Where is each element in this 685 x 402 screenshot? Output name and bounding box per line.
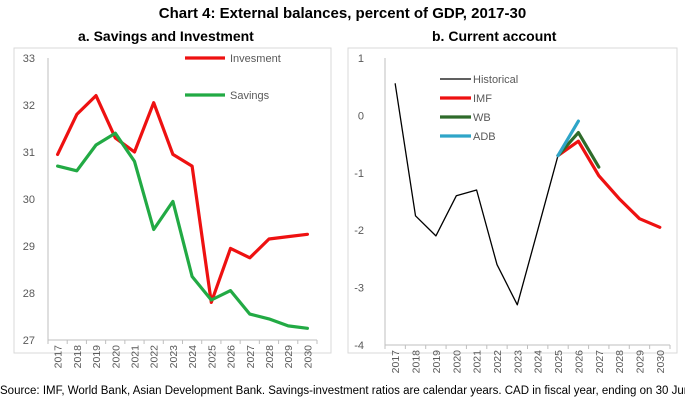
y-tick-label: 32 — [23, 100, 35, 112]
x-tick-label: 2023 — [512, 350, 524, 374]
series-line-invesment — [55, 93, 309, 304]
x-tick-label: 2030 — [302, 345, 314, 369]
legend-label: ADB — [473, 131, 496, 143]
chart-title: Chart 4: External balances, percent of G… — [158, 5, 527, 22]
series-line-savings — [55, 131, 309, 330]
x-tick-label: 2023 — [168, 345, 180, 369]
legend-label: IMF — [473, 93, 492, 105]
source-note: Source: IMF, World Bank, Asian Developme… — [0, 385, 685, 397]
legend-label: Historical — [473, 74, 518, 86]
panel-a: 27 28 29 30 31 32 33 2017 2018 2019 2020 2021 2022 20… — [13, 47, 332, 369]
y-tick-label: 0 — [358, 110, 364, 122]
x-tick-label: 2019 — [91, 345, 103, 369]
panel-b-title: b. Current account — [432, 28, 557, 44]
series-line-adb — [556, 119, 581, 158]
y-tick-label: 31 — [23, 147, 35, 159]
x-tick-label: 2022 — [492, 350, 504, 374]
x-tick-label: 2029 — [283, 345, 295, 369]
x-tick-label: 2026 — [573, 350, 585, 374]
legend-label: WB — [473, 112, 491, 124]
x-tick-label: 2026 — [226, 345, 238, 369]
x-tick-label: 2027 — [245, 345, 257, 369]
y-tick-label: -1 — [354, 168, 364, 180]
panel-a-title: a. Savings and Investment — [78, 28, 254, 44]
x-tick-label: 2025 — [206, 345, 218, 369]
x-tick-label: 2020 — [110, 345, 122, 369]
panel-b: -4 -3 -2 -1 0 1 2017 2018 2019 2020 2021 2022 2023 20… — [347, 47, 678, 374]
series-line-wb — [556, 131, 601, 169]
y-tick-label: 27 — [23, 335, 35, 347]
legend-label: Invesment — [230, 53, 281, 65]
x-tick-label: 2021 — [472, 350, 484, 374]
x-tick-label: 2018 — [411, 350, 423, 374]
y-tick-label: 1 — [358, 53, 364, 65]
x-tick-label: 2029 — [634, 350, 646, 374]
x-tick-label: 2022 — [149, 345, 161, 369]
legend-label: Savings — [230, 90, 270, 102]
x-tick-label: 2030 — [655, 350, 667, 374]
x-tick-label: 2025 — [553, 350, 565, 374]
panel-frame — [347, 47, 678, 354]
y-tick-label: -4 — [354, 340, 364, 352]
y-tick-label: 30 — [23, 194, 35, 206]
series-line-historical — [394, 83, 559, 306]
series-line-imf — [556, 139, 662, 229]
y-tick-label: 33 — [23, 53, 35, 65]
x-tick-label: 2024 — [533, 350, 545, 374]
x-tick-label: 2018 — [72, 345, 84, 369]
x-tick-label: 2017 — [390, 350, 402, 374]
panel-frame — [13, 47, 332, 354]
x-tick-label: 2020 — [451, 350, 463, 374]
y-tick-label: -2 — [354, 225, 364, 237]
y-tick-label: -3 — [354, 283, 364, 295]
x-tick-label: 2019 — [431, 350, 443, 374]
x-tick-label: 2017 — [53, 345, 65, 369]
y-tick-label: 29 — [23, 241, 35, 253]
x-tick-label: 2028 — [614, 350, 626, 374]
x-tick-label: 2028 — [264, 345, 276, 369]
x-tick-label: 2021 — [129, 345, 141, 369]
x-tick-label: 2024 — [187, 345, 199, 369]
y-tick-label: 28 — [23, 288, 35, 300]
x-tick-label: 2027 — [594, 350, 606, 374]
